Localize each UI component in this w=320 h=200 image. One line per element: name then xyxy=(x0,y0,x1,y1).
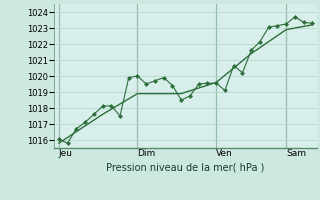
X-axis label: Pression niveau de la mer( hPa ): Pression niveau de la mer( hPa ) xyxy=(107,163,265,173)
